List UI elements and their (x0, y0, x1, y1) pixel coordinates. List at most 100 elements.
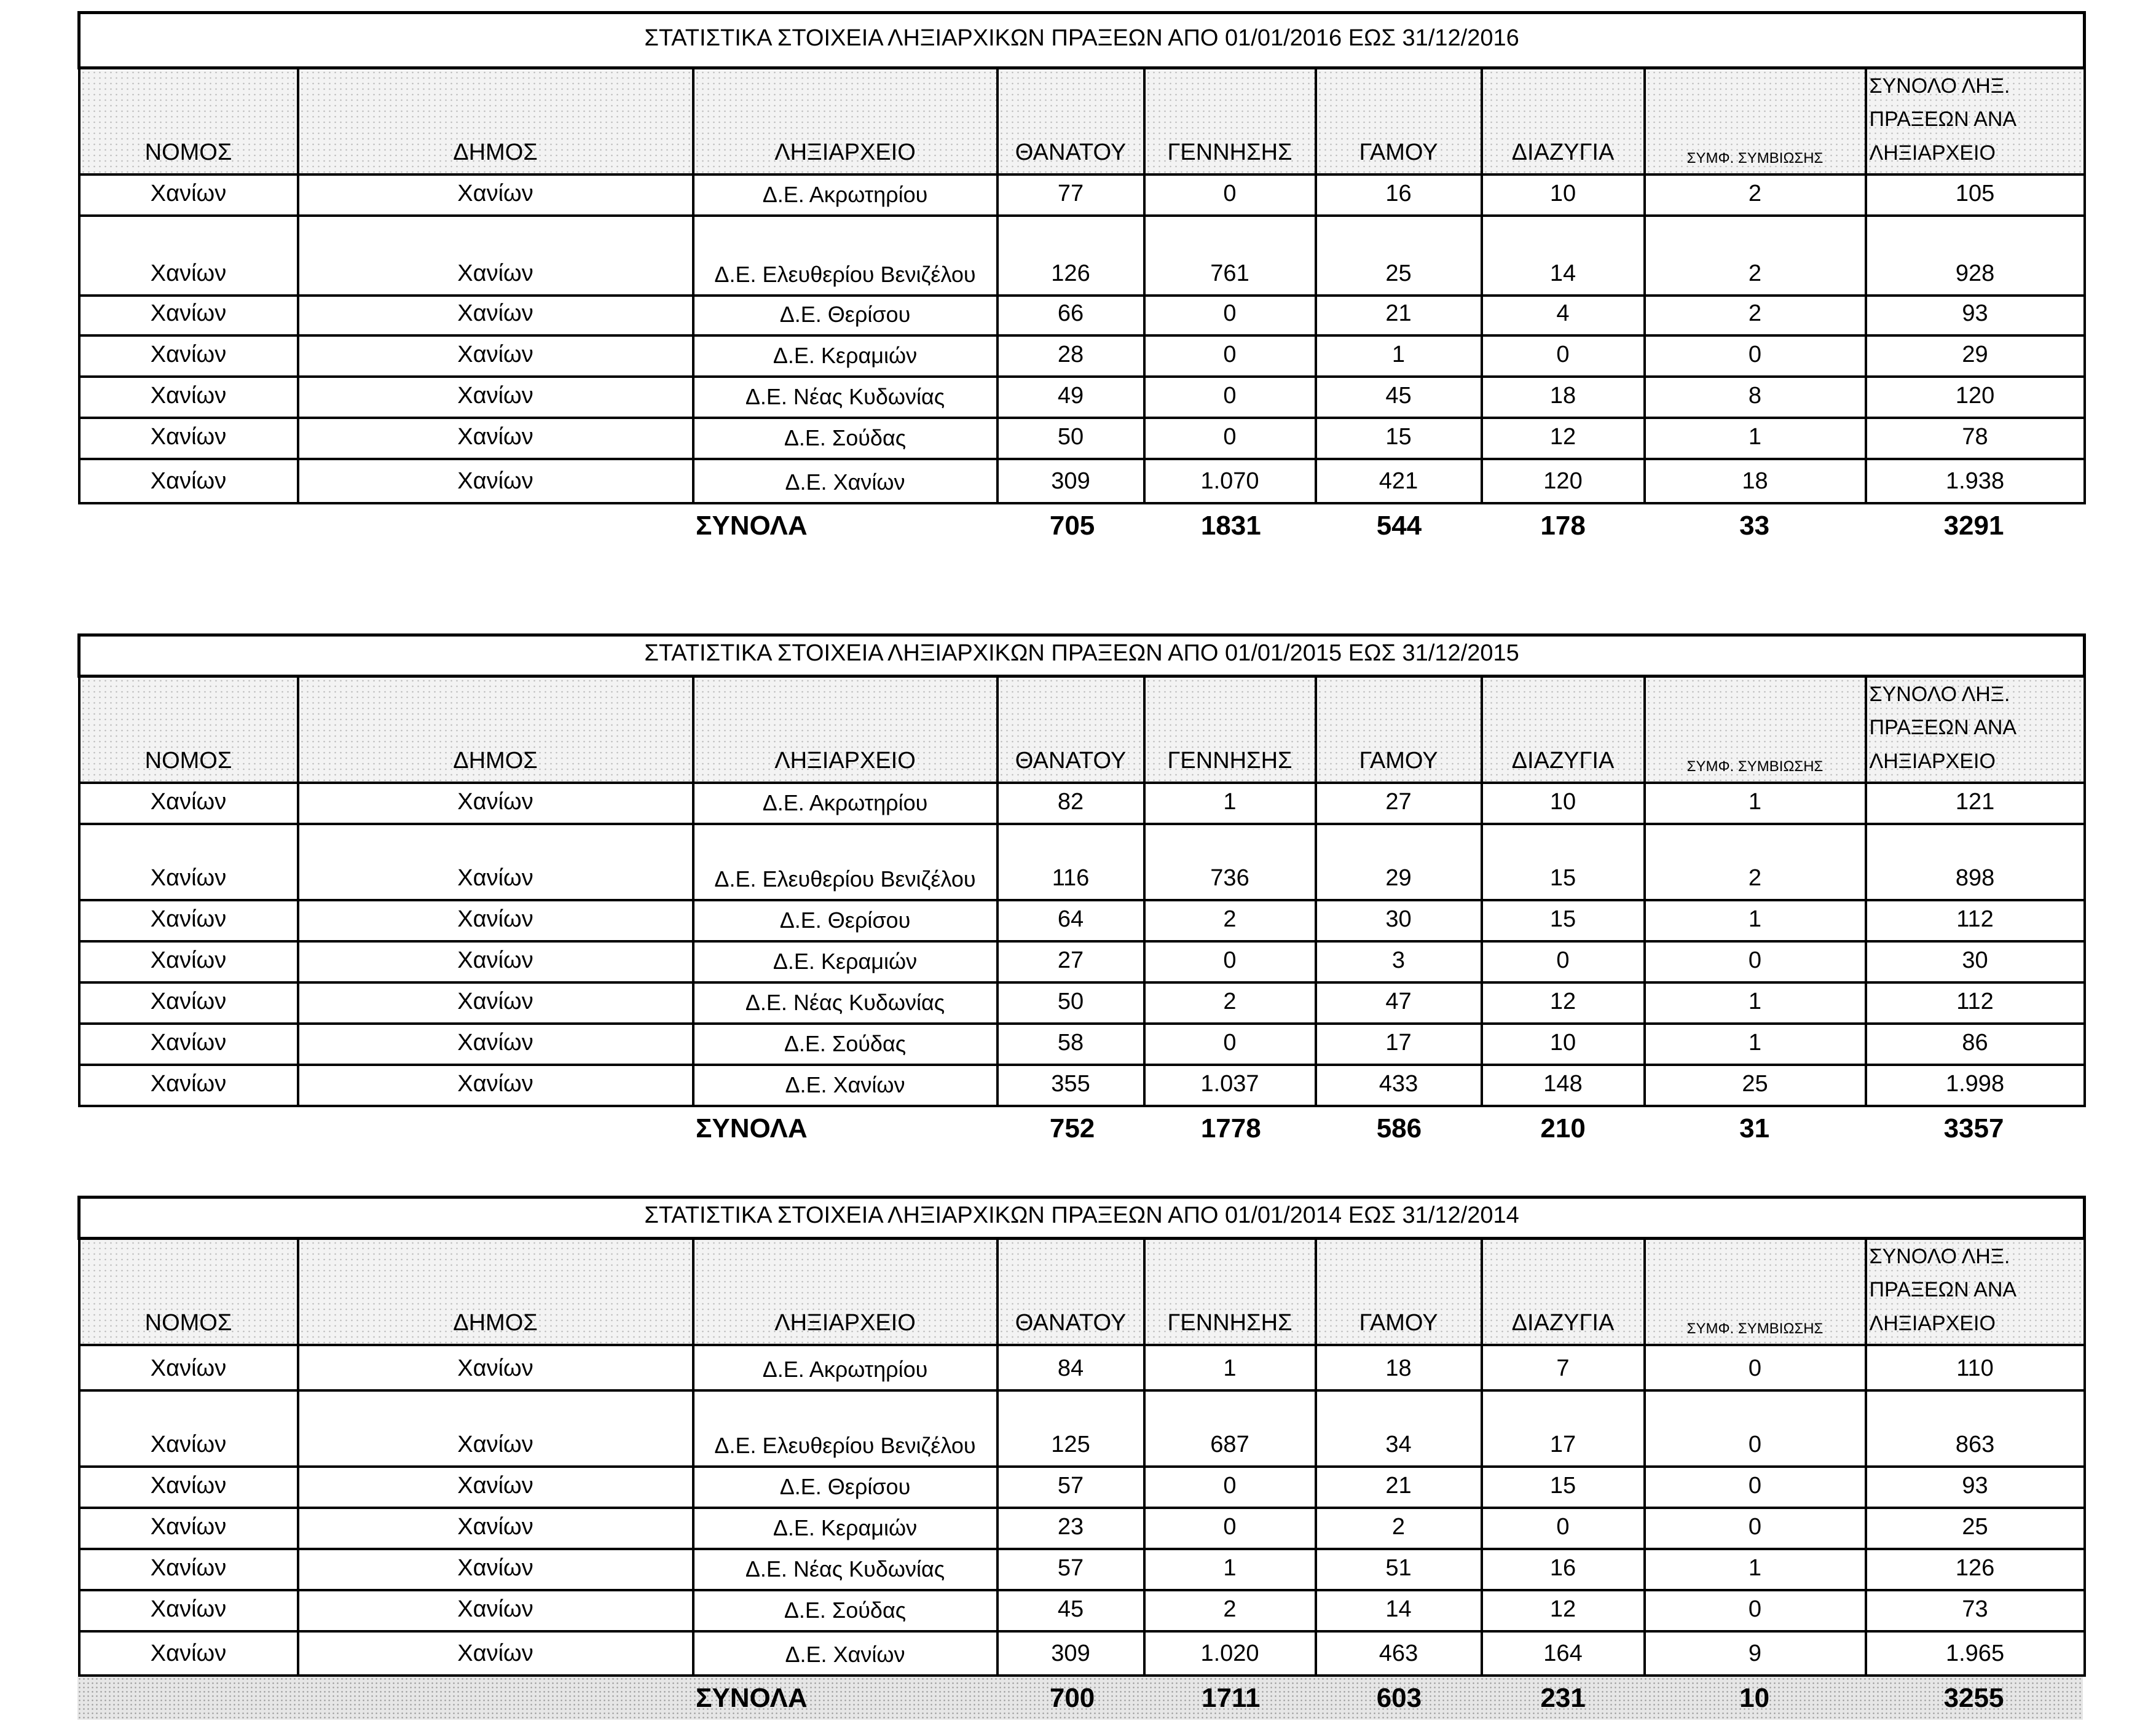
table-cell: 15 (1314, 417, 1483, 461)
table-cell: Χανίων (296, 294, 694, 337)
column-header: ΝΟΜΟΣ (77, 1237, 299, 1347)
table-cell: 2 (1643, 173, 1867, 218)
table-cell: 34 (1314, 1389, 1483, 1468)
table-cell: Χανίων (296, 899, 694, 943)
header-row: ΝΟΜΟΣ ΔΗΜΟΣ ΛΗΞΙΑΡΧΕΙΟ ΘΑΝΑΤΟΥ ΓΕΝΝΗΣΗΣ ΓΑΜΟΥ… (77, 675, 2086, 785)
table-cell: Δ.Ε. Θερίσου (691, 899, 999, 943)
column-header: ΓΑΜΟΥ (1314, 675, 1483, 785)
table-row: Χανίων Χανίων Δ.Ε. Ακρωτηρίου 84 1 18 7 0 110 (77, 1344, 2086, 1392)
table-cell: Χανίων (296, 1064, 694, 1108)
table-cell: 1 (1143, 1344, 1317, 1392)
table-cell: 421 (1314, 458, 1483, 505)
table-cell: 30 (1314, 899, 1483, 943)
table-cell: 126 (996, 214, 1146, 297)
table: ΣΤΑΤΙΣΤΙΚΑ ΣΤΟΙΧΕΙΑ ΛΗΞΙΑΡΧΙΚΩΝ ΠΡΑΞΕΩΝ … (77, 633, 2087, 1108)
table-row: Χανίων Χανίων Δ.Ε. Ελευθερίου Βενιζέλου 126… (77, 214, 2086, 297)
table-row: Χανίων Χανίων Δ.Ε. Χανίων 355 1.037 433 148 25 1… (77, 1064, 2086, 1108)
column-header: ΛΗΞΙΑΡΧΕΙΟ (691, 66, 999, 176)
table-cell: 12 (1480, 981, 1646, 1025)
table-row: Χανίων Χανίων Δ.Ε. Σούδας 45 2 14 12 0 73 (77, 1589, 2086, 1633)
total-value: 1711 (1202, 1683, 1261, 1714)
table-cell: 0 (1643, 1465, 1867, 1510)
table-cell: 463 (1314, 1630, 1483, 1677)
column-header: ΣΥΝΟΛΟ ΛΗΞ. ΠΡΑΞΕΩΝ ΑΝΑ ΛΗΞΙΑΡΧΕΙΟ (1864, 1237, 2086, 1347)
totals-row: ΣΥΝΟΛΑ 705 1831 544 178 33 3291 (77, 504, 2083, 547)
table-cell: 863 (1864, 1389, 2086, 1468)
column-header: ΣΥΜΦ. ΣΥΜΒΙΩΣΗΣ (1643, 66, 1867, 176)
table-cell: 10 (1480, 782, 1646, 826)
column-header: ΔΙΑΖΥΓΙΑ (1480, 66, 1646, 176)
column-header: ΓΕΝΝΗΣΗΣ (1143, 66, 1317, 176)
totals-label: ΣΥΝΟΛΑ (695, 1683, 808, 1714)
table-cell: Χανίων (77, 417, 299, 461)
total-value: 33 (1739, 511, 1770, 541)
table-row: Χανίων Χανίων Δ.Ε. Σούδας 50 0 15 12 1 78 (77, 417, 2086, 461)
table-cell: 148 (1480, 1064, 1646, 1108)
table-row: Χανίων Χανίων Δ.Ε. Θερίσου 64 2 30 15 1 112 (77, 899, 2086, 943)
table-cell: Χανίων (77, 1022, 299, 1067)
table-row: Χανίων Χανίων Δ.Ε. Ελευθερίου Βενιζέλου 125… (77, 1389, 2086, 1468)
total-value: 178 (1540, 511, 1586, 541)
table-cell: Χανίων (77, 1507, 299, 1551)
table-cell: Χανίων (296, 173, 694, 218)
table-row: Χανίων Χανίων Δ.Ε. Θερίσου 66 0 21 4 2 93 (77, 294, 2086, 337)
table-cell: 14 (1480, 214, 1646, 297)
table-cell: 45 (1314, 375, 1483, 420)
table-cell: 1.938 (1864, 458, 2086, 505)
table-row: Χανίων Χανίων Δ.Ε. Ακρωτηρίου 82 1 27 10 1 121 (77, 782, 2086, 826)
table-cell: 29 (1864, 334, 2086, 378)
table-cell: 0 (1643, 1507, 1867, 1551)
table-cell: 761 (1143, 214, 1317, 297)
table-row: Χανίων Χανίων Δ.Ε. Ελευθερίου Βενιζέλου 116… (77, 823, 2086, 902)
table-cell: Χανίων (296, 1022, 694, 1067)
total-value: 1831 (1200, 511, 1261, 541)
table-cell: 18 (1480, 375, 1646, 420)
table-cell: Δ.Ε. Χανίων (691, 1064, 999, 1108)
table-cell: 28 (996, 334, 1146, 378)
table-cell: Δ.Ε. Σούδας (691, 1589, 999, 1633)
total-value: 210 (1540, 1113, 1586, 1144)
table-cell: 47 (1314, 981, 1483, 1025)
table-cell: 0 (1143, 294, 1317, 337)
table-cell: 29 (1314, 823, 1483, 902)
table-cell: 15 (1480, 823, 1646, 902)
table-cell: 898 (1864, 823, 2086, 902)
table-cell: Χανίων (77, 375, 299, 420)
table-row: Χανίων Χανίων Δ.Ε. Θερίσου 57 0 21 15 0 93 (77, 1465, 2086, 1510)
table-cell: 12 (1480, 1589, 1646, 1633)
total-value: 3357 (1943, 1113, 2004, 1144)
table-cell: Δ.Ε. Θερίσου (691, 1465, 999, 1510)
table-cell: Δ.Ε. Ακρωτηρίου (691, 1344, 999, 1392)
table-cell: 18 (1314, 1344, 1483, 1392)
table-cell: 66 (996, 294, 1146, 337)
table-cell: 125 (996, 1389, 1146, 1468)
column-header: ΔΙΑΖΥΓΙΑ (1480, 675, 1646, 785)
table-title: ΣΤΑΤΙΣΤΙΚΑ ΣΤΟΙΧΕΙΑ ΛΗΞΙΑΡΧΙΚΩΝ ΠΡΑΞΕΩΝ … (77, 1196, 2087, 1240)
total-value: 700 (1049, 1683, 1095, 1714)
table-row: Χανίων Χανίων Δ.Ε. Ακρωτηρίου 77 0 16 10 2 105 (77, 173, 2086, 218)
total-value: 3291 (1943, 511, 2004, 541)
table-cell: 57 (996, 1548, 1146, 1592)
table-cell: 687 (1143, 1389, 1317, 1468)
table-cell: Χανίων (296, 981, 694, 1025)
column-header: ΔΙΑΖΥΓΙΑ (1480, 1237, 1646, 1347)
table-row: Χανίων Χανίων Δ.Ε. Κεραμιών 27 0 3 0 0 30 (77, 940, 2086, 984)
table-cell: 1 (1643, 782, 1867, 826)
column-header: ΘΑΝΑΤΟΥ (996, 1237, 1146, 1347)
table-cell: Δ.Ε. Κεραμιών (691, 334, 999, 378)
table-cell: 2 (1643, 294, 1867, 337)
totals-label: ΣΥΝΟΛΑ (695, 1113, 808, 1144)
stats-table-0: ΣΤΑΤΙΣΤΙΚΑ ΣΤΟΙΧΕΙΑ ΛΗΞΙΑΡΧΙΚΩΝ ΠΡΑΞΕΩΝ … (77, 11, 2087, 547)
table-cell: 50 (996, 981, 1146, 1025)
title-row: ΣΤΑΤΙΣΤΙΚΑ ΣΤΟΙΧΕΙΑ ΛΗΞΙΑΡΧΙΚΩΝ ΠΡΑΞΕΩΝ … (77, 1196, 2087, 1240)
table-cell: 0 (1143, 173, 1317, 218)
table-cell: 112 (1864, 899, 2086, 943)
table-cell: 30 (1864, 940, 2086, 984)
table-cell: Χανίων (77, 782, 299, 826)
table-cell: 0 (1643, 1344, 1867, 1392)
table-cell: 309 (996, 458, 1146, 505)
table-cell: 50 (996, 417, 1146, 461)
column-header: ΔΗΜΟΣ (296, 66, 694, 176)
table-cell: 1.998 (1864, 1064, 2086, 1108)
table-cell: Χανίων (77, 1548, 299, 1592)
